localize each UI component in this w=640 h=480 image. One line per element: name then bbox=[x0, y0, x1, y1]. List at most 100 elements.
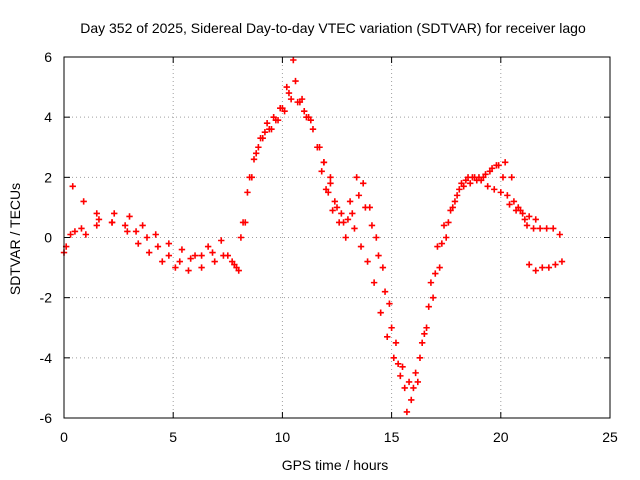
y-axis-label: SDTVAR / TECUs bbox=[7, 183, 23, 295]
data-point bbox=[360, 180, 367, 187]
data-point bbox=[318, 168, 325, 175]
data-point bbox=[224, 252, 231, 259]
data-point bbox=[255, 144, 262, 151]
data-point bbox=[71, 228, 79, 235]
x-tick-label: 0 bbox=[60, 429, 68, 445]
y-tick-label: 6 bbox=[44, 49, 52, 65]
y-tick-label: -4 bbox=[40, 350, 53, 366]
data-point bbox=[530, 225, 537, 232]
data-point bbox=[266, 126, 273, 133]
data-point bbox=[550, 225, 557, 232]
data-point bbox=[250, 156, 258, 163]
data-point bbox=[331, 198, 339, 205]
y-tick-label: 2 bbox=[44, 169, 52, 185]
data-point bbox=[429, 294, 437, 301]
data-point bbox=[165, 240, 173, 247]
data-point bbox=[381, 288, 389, 295]
data-point bbox=[558, 258, 566, 265]
data-point bbox=[399, 363, 406, 371]
data-point bbox=[305, 113, 312, 121]
data-point bbox=[438, 240, 446, 247]
data-point bbox=[508, 174, 515, 181]
data-point bbox=[501, 159, 509, 166]
data-point bbox=[316, 144, 323, 151]
data-point bbox=[357, 243, 365, 250]
data-point bbox=[523, 222, 531, 229]
data-point bbox=[211, 258, 218, 265]
data-point bbox=[436, 264, 443, 271]
data-point bbox=[301, 107, 308, 115]
data-point bbox=[545, 264, 553, 271]
data-point bbox=[165, 252, 173, 259]
x-tick-label: 25 bbox=[602, 429, 618, 445]
data-point bbox=[491, 186, 498, 193]
data-point bbox=[191, 252, 199, 259]
data-point bbox=[445, 219, 452, 226]
data-point bbox=[473, 177, 480, 184]
data-point bbox=[327, 174, 334, 181]
data-point bbox=[386, 300, 393, 307]
data-point bbox=[259, 135, 266, 142]
data-point bbox=[392, 339, 400, 346]
data-point bbox=[532, 267, 539, 274]
data-point bbox=[408, 396, 415, 404]
data-point bbox=[204, 243, 212, 250]
data-point bbox=[425, 303, 432, 310]
data-point bbox=[373, 234, 380, 241]
data-point bbox=[521, 216, 529, 223]
data-point bbox=[512, 207, 520, 214]
data-point bbox=[239, 219, 247, 226]
data-point bbox=[279, 104, 286, 112]
data-point bbox=[543, 225, 550, 232]
data-point bbox=[111, 210, 118, 217]
data-point bbox=[375, 252, 382, 259]
data-point bbox=[497, 189, 504, 196]
data-point bbox=[379, 264, 387, 271]
data-point bbox=[460, 183, 467, 190]
data-point bbox=[370, 279, 378, 286]
data-point bbox=[427, 279, 435, 286]
data-point bbox=[364, 258, 371, 265]
y-tick-label: 4 bbox=[44, 109, 52, 125]
data-point bbox=[261, 129, 269, 136]
data-point bbox=[384, 333, 391, 340]
data-point bbox=[309, 126, 317, 133]
data-point bbox=[388, 324, 395, 331]
data-point bbox=[185, 267, 192, 274]
data-point bbox=[237, 234, 245, 241]
data-point bbox=[539, 264, 546, 271]
data-point bbox=[159, 258, 166, 265]
data-point bbox=[506, 201, 513, 208]
data-point bbox=[283, 83, 290, 91]
data-point bbox=[467, 180, 474, 187]
data-point bbox=[322, 186, 330, 193]
data-point bbox=[405, 378, 413, 386]
data-point bbox=[69, 183, 76, 190]
data-point bbox=[82, 231, 90, 238]
data-point bbox=[486, 168, 494, 175]
data-point bbox=[493, 162, 500, 169]
data-point bbox=[510, 198, 518, 205]
data-point bbox=[80, 198, 87, 205]
data-point bbox=[414, 378, 422, 386]
data-point bbox=[432, 270, 439, 277]
data-point bbox=[401, 384, 408, 392]
axes: 0 5 10 15 20 25 -6 -4 -2 0 2 4 6 bbox=[40, 49, 618, 445]
data-point bbox=[246, 174, 253, 181]
data-point bbox=[344, 216, 352, 223]
data-point bbox=[178, 246, 186, 253]
x-tick-label: 15 bbox=[384, 429, 400, 445]
data-point bbox=[342, 234, 349, 241]
data-point bbox=[525, 213, 533, 220]
y-tick-label: -2 bbox=[40, 290, 53, 306]
series-satellite-track-1 bbox=[60, 95, 334, 274]
data-point bbox=[154, 243, 162, 250]
data-point bbox=[126, 213, 133, 220]
data-point bbox=[108, 219, 116, 226]
data-point bbox=[353, 174, 360, 181]
data-point bbox=[453, 192, 461, 199]
data-point bbox=[536, 225, 544, 232]
data-point bbox=[447, 207, 454, 214]
data-point bbox=[403, 408, 411, 416]
